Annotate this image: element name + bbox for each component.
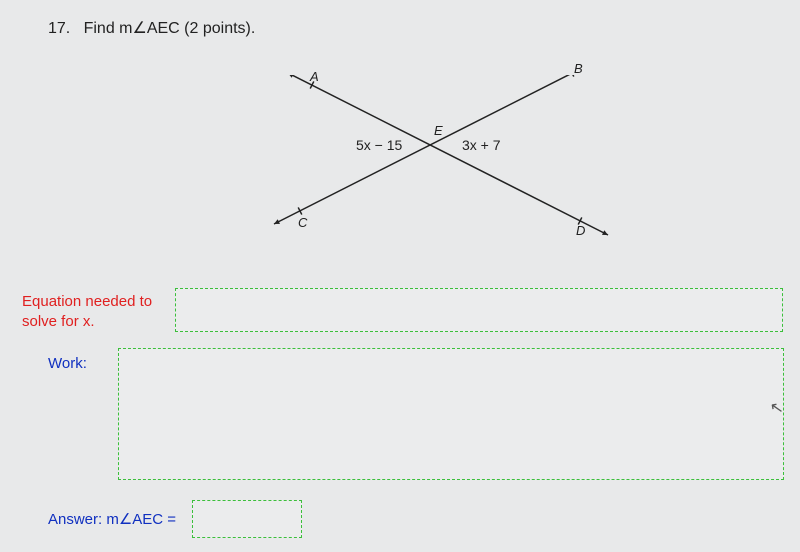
expr-right: 3x + 7 (462, 137, 501, 153)
label-B: B (574, 61, 583, 76)
answer-input-box[interactable] (192, 500, 302, 538)
question-number: 17. (48, 20, 70, 37)
equation-prompt: Equation needed to solve for x. (22, 292, 162, 331)
work-prompt: Work: (48, 355, 87, 372)
work-input-box[interactable] (118, 348, 784, 480)
label-A: A (310, 69, 319, 84)
expr-left: 5x − 15 (356, 137, 402, 153)
question-text: Find m∠AEC (2 points). (84, 20, 256, 37)
label-E: E (434, 123, 443, 138)
diagram-svg (240, 75, 620, 245)
label-D: D (576, 223, 585, 238)
answer-prompt: Answer: m∠AEC = (48, 510, 176, 528)
label-C: C (298, 215, 307, 230)
question-line: 17. Find m∠AEC (2 points). (48, 18, 255, 38)
diagram: A B C D E 5x − 15 3x + 7 (240, 75, 620, 235)
equation-input-box[interactable] (175, 288, 783, 332)
